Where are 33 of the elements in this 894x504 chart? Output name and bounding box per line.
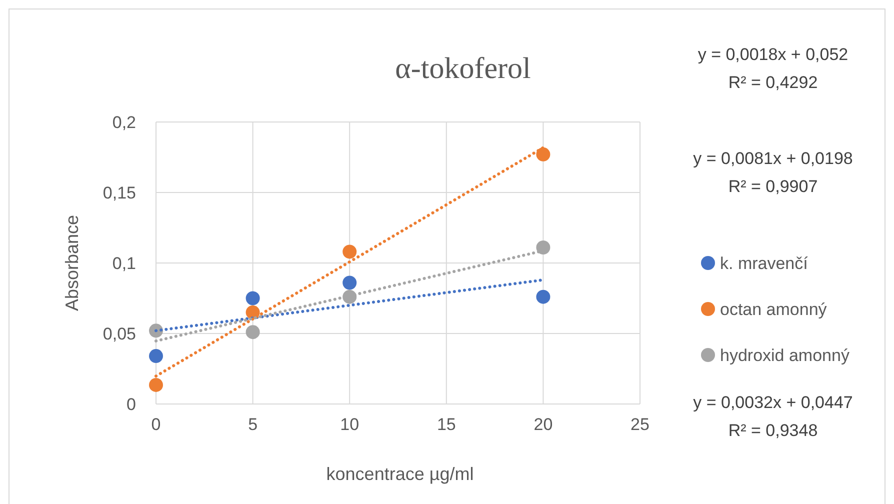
y-tick-label: 0 bbox=[126, 395, 136, 414]
y-axis-title: Absorbance bbox=[62, 214, 82, 312]
point bbox=[536, 240, 550, 254]
legend-label: hydroxid amonný bbox=[720, 346, 850, 365]
y-tick-label: 0,15 bbox=[102, 184, 136, 202]
y-tick-label: 0,05 bbox=[102, 324, 136, 344]
point bbox=[149, 324, 163, 338]
point bbox=[342, 244, 357, 259]
x-tick-label: 20 bbox=[534, 415, 553, 434]
point bbox=[246, 325, 260, 340]
point bbox=[246, 291, 260, 306]
text: R² = 0,9907 bbox=[728, 177, 818, 196]
text: y = 0,0018x + 0,052 bbox=[698, 45, 848, 64]
x-tick-label: 0 bbox=[151, 415, 161, 434]
y-tick-label: 0,1 bbox=[112, 254, 136, 273]
x-axis-title: koncentrace µg/ml bbox=[326, 464, 474, 484]
text: R² = 0,9348 bbox=[728, 421, 818, 440]
text: R² = 0,4292 bbox=[728, 73, 818, 92]
point bbox=[536, 290, 550, 304]
x-tick-label: 25 bbox=[630, 415, 650, 434]
chart-title: α-tokoferol bbox=[395, 52, 531, 85]
text: y = 0,0081x + 0,0198 bbox=[693, 149, 853, 168]
x-tick-label: 15 bbox=[436, 415, 456, 434]
y-tick-label: 0,2 bbox=[112, 113, 136, 132]
point bbox=[342, 276, 357, 290]
x-tick-label: 5 bbox=[248, 415, 258, 434]
point bbox=[149, 349, 163, 364]
point bbox=[149, 378, 163, 392]
point bbox=[536, 147, 550, 162]
legend-label: octan amonný bbox=[720, 300, 828, 319]
legend-label: k. mravenčí bbox=[720, 254, 808, 273]
text: y = 0,0032x + 0,0447 bbox=[693, 393, 853, 412]
x-tick-label: 10 bbox=[340, 415, 360, 434]
